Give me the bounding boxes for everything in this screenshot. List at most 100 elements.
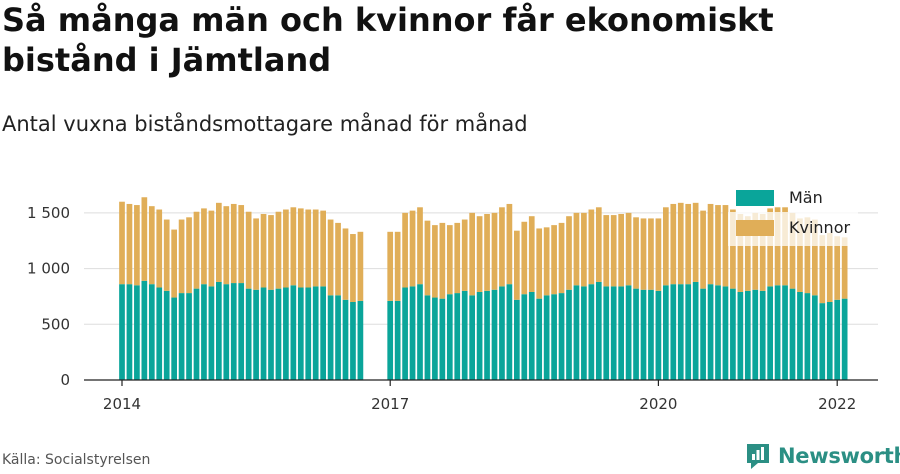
bar-men [610,286,617,380]
bar-women [461,219,468,291]
bar-women [476,216,483,292]
bar-women [283,209,289,288]
bar-women [454,222,461,294]
legend: Män Kvinnor [728,188,858,246]
bar-women [208,210,215,287]
bar-women [275,211,282,289]
y-tick-label: 500 [41,315,70,333]
bar-men [819,303,826,380]
bar-men [461,290,468,380]
bar-men [126,284,133,380]
bar-men [230,283,237,380]
bar-women [432,225,438,298]
bar-men [655,290,662,380]
bar-men [186,293,192,380]
bar-women [625,212,632,286]
chart-title: Så många män och kvinnor får ekonomiskt … [2,1,774,79]
bar-women [700,210,706,289]
bar-women [446,225,453,295]
bar-women [536,228,543,299]
y-tick-label: 1 500 [27,204,70,222]
bar-men [439,298,446,380]
bar-men [208,286,215,380]
bar-women [424,220,431,296]
bar-men [216,281,222,380]
bar-men [752,289,759,380]
bar-women [573,212,580,286]
bar-women [588,209,595,285]
bar-men [141,280,148,380]
bar-men [514,299,520,380]
legend-label: Kvinnor [789,218,850,237]
bar-men [491,289,498,380]
bar-men [283,287,289,380]
y-tick-label: 1 000 [27,260,70,278]
bar-men [648,289,654,380]
bar-men [834,299,841,380]
bar-men [469,295,475,380]
bar-men [312,286,319,380]
bar-men [394,300,401,380]
bar-men [633,288,639,380]
bar-men [744,290,751,380]
bar-women [134,205,140,286]
bar-women [603,215,610,287]
bar-men [253,289,259,380]
bar-men [670,284,677,380]
newsworthy-logo-icon [747,444,769,469]
bar-men [528,291,535,380]
bar-men [238,283,245,380]
bar-men [573,285,580,380]
bar-men [424,295,431,380]
bar-women [201,208,207,285]
bar-women [268,215,274,290]
bar-women [260,213,267,288]
bar-men [625,285,632,380]
bar-men [640,289,647,380]
bar-women [685,203,692,285]
bar-men [178,293,185,380]
bar-women [670,203,677,285]
bar-women [707,203,714,285]
x-tick-label: 2020 [639,395,677,413]
bar-women [163,219,170,291]
bar-men [402,287,408,380]
bar-men [841,298,848,380]
bar-women [834,236,841,300]
bar-women [253,218,259,290]
bar-men [826,302,833,380]
bar-men [543,295,550,380]
chart-subtitle: Antal vuxna biståndsmottagare månad för … [2,112,528,136]
bar-men [432,297,438,380]
bar-women [633,217,639,289]
bar-women [148,206,155,285]
bar-men [618,286,624,380]
bar-women [730,209,736,289]
bar-men [730,288,736,380]
bar-women [595,207,602,282]
bar-men [551,294,557,380]
legend-label: Män [789,188,823,207]
bar-men [812,295,818,380]
bar-women [327,219,334,296]
bar-women [528,216,535,292]
bar-women [469,212,475,296]
bar-women [797,218,803,292]
bar-men [484,290,490,380]
bar-men [156,287,163,380]
bar-women [223,206,230,285]
bar-men [305,287,312,380]
bar-men [163,290,170,380]
bar-men [692,281,699,380]
legend-swatch [736,220,774,236]
bar-women [752,212,759,290]
bar-women [514,230,520,300]
bar-men [715,285,721,380]
bar-men [499,286,505,380]
bar-women [782,207,788,286]
bar-men [663,285,669,380]
bar-women [178,219,185,294]
bar-men [454,293,461,380]
bar-women [119,201,125,285]
x-tick-label: 2014 [103,395,141,413]
